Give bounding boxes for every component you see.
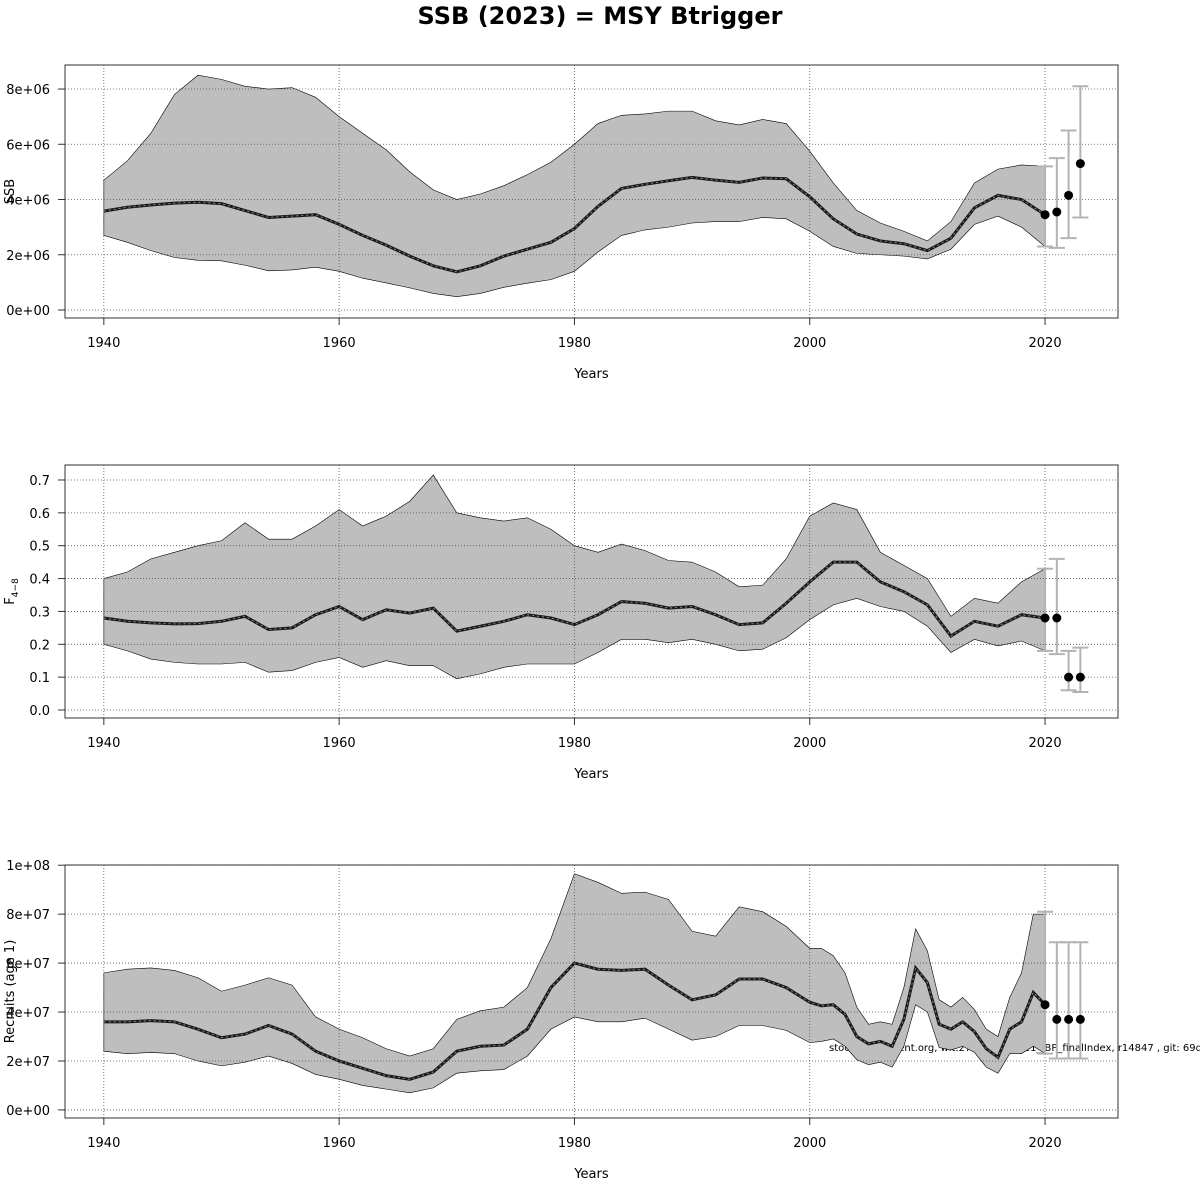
y-tick-label: 2e+07 — [6, 1055, 50, 1070]
forecast-point — [1064, 190, 1074, 200]
forecast-point — [1040, 210, 1050, 220]
x-tick-label: 2020 — [1029, 736, 1062, 751]
forecast-point — [1075, 672, 1085, 682]
x-tick-label: 1940 — [87, 336, 120, 351]
forecast-point — [1052, 613, 1062, 623]
forecast-point — [1064, 672, 1074, 682]
y-tick-label: 0.0 — [29, 704, 50, 719]
forecast-point — [1052, 1014, 1062, 1024]
y-axis-label-text: Recruits (age 1) — [3, 940, 18, 1044]
y-axis-label: SSB — [3, 179, 18, 204]
x-tick-label: 1980 — [558, 736, 591, 751]
x-tick-label: 1980 — [558, 336, 591, 351]
figure-title: SSB (2023) = MSY Btrigger — [418, 2, 783, 30]
y-tick-label: 0e+00 — [6, 304, 50, 319]
y-tick-label: 8e+07 — [6, 908, 50, 923]
y-tick-label: 0.6 — [29, 507, 50, 522]
y-axis-label-text: F — [3, 597, 18, 604]
y-tick-label: 6e+07 — [6, 957, 50, 972]
x-tick-label: 2000 — [793, 336, 826, 351]
estimate-line — [103, 175, 1046, 274]
forecast-point — [1052, 207, 1062, 217]
x-axis-label: Years — [573, 767, 609, 782]
plot-frame — [64, 64, 1119, 319]
estimate-line-dash — [103, 561, 1046, 637]
estimate-line — [103, 961, 1047, 1081]
x-tick-label: 2020 — [1029, 1136, 1062, 1151]
y-tick-label: 0.7 — [29, 474, 50, 489]
forecast-point — [1064, 1014, 1074, 1024]
y-axis-label: F4−8 — [3, 578, 21, 605]
x-tick-label: 1940 — [87, 1136, 120, 1151]
x-tick-label: 1960 — [323, 736, 356, 751]
y-tick-label: 4e+06 — [6, 194, 50, 209]
y-tick-label: 4e+07 — [6, 1006, 50, 1021]
y-axis-label-text: SSB — [3, 179, 18, 204]
y-tick-label: 0e+00 — [6, 1104, 50, 1119]
y-tick-label: 0.5 — [29, 540, 50, 555]
y-tick-label: 0.4 — [29, 573, 50, 588]
y-tick-label: 0.2 — [29, 638, 50, 653]
plot-frame — [64, 464, 1119, 719]
plot-frame — [64, 864, 1119, 1119]
forecast-point — [1040, 1000, 1050, 1010]
panel: 1940 1960 1980 2000 2020 0.0 0.1 0.2 0.3 0.4 0.5 0.… — [3, 464, 1119, 782]
y-tick-label: 6e+06 — [6, 138, 50, 153]
x-tick-label: 1960 — [323, 1136, 356, 1151]
y-axis-label: Recruits (age 1) — [3, 940, 18, 1044]
forecast-point — [1075, 1014, 1085, 1024]
forecast-point — [1040, 613, 1050, 623]
y-axis-label-subscript: 4−8 — [11, 578, 21, 597]
y-tick-label: 0.1 — [29, 671, 50, 686]
x-tick-label: 1960 — [323, 336, 356, 351]
y-tick-label: 1e+08 — [6, 859, 50, 874]
y-tick-label: 2e+06 — [6, 249, 50, 264]
x-tick-label: 2000 — [793, 736, 826, 751]
panel: 1940 1960 1980 2000 2020 0e+00 2e+06 4e+06 6e+06… — [3, 64, 1119, 382]
forecast-point — [1075, 159, 1085, 169]
x-tick-label: 1940 — [87, 736, 120, 751]
x-axis-label: Years — [573, 1167, 609, 1182]
panel: 1940 1960 1980 2000 2020 0e+00 2e+07 4e+07 6e+07… — [3, 859, 1119, 1182]
y-tick-label: 0.3 — [29, 605, 50, 620]
x-tick-label: 2000 — [793, 1136, 826, 1151]
y-tick-label: 8e+06 — [6, 83, 50, 98]
x-tick-label: 1980 — [558, 1136, 591, 1151]
x-axis-label: Years — [573, 367, 609, 382]
x-tick-label: 2020 — [1029, 336, 1062, 351]
